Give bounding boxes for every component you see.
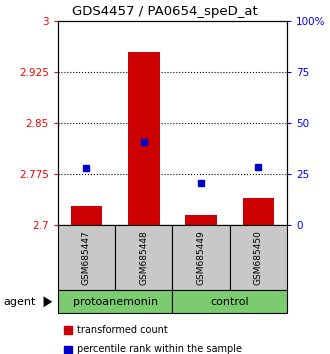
- Text: control: control: [211, 297, 249, 307]
- Bar: [243, 198, 274, 225]
- Bar: [58, 225, 115, 290]
- Bar: [172, 225, 230, 290]
- Text: GSM685450: GSM685450: [254, 230, 263, 285]
- Bar: [185, 215, 217, 225]
- Text: GDS4457 / PA0654_speD_at: GDS4457 / PA0654_speD_at: [72, 5, 258, 18]
- Text: GSM685448: GSM685448: [139, 230, 148, 285]
- Bar: [115, 225, 172, 290]
- Bar: [71, 206, 102, 225]
- Text: protoanemonin: protoanemonin: [73, 297, 158, 307]
- Text: transformed count: transformed count: [77, 325, 167, 335]
- Text: GSM685449: GSM685449: [197, 230, 206, 285]
- Text: agent: agent: [3, 297, 36, 307]
- Text: percentile rank within the sample: percentile rank within the sample: [77, 344, 242, 354]
- Bar: [172, 290, 287, 313]
- Polygon shape: [44, 296, 52, 307]
- Bar: [128, 52, 159, 225]
- Bar: [230, 225, 287, 290]
- Text: GSM685447: GSM685447: [82, 230, 91, 285]
- Bar: [58, 290, 172, 313]
